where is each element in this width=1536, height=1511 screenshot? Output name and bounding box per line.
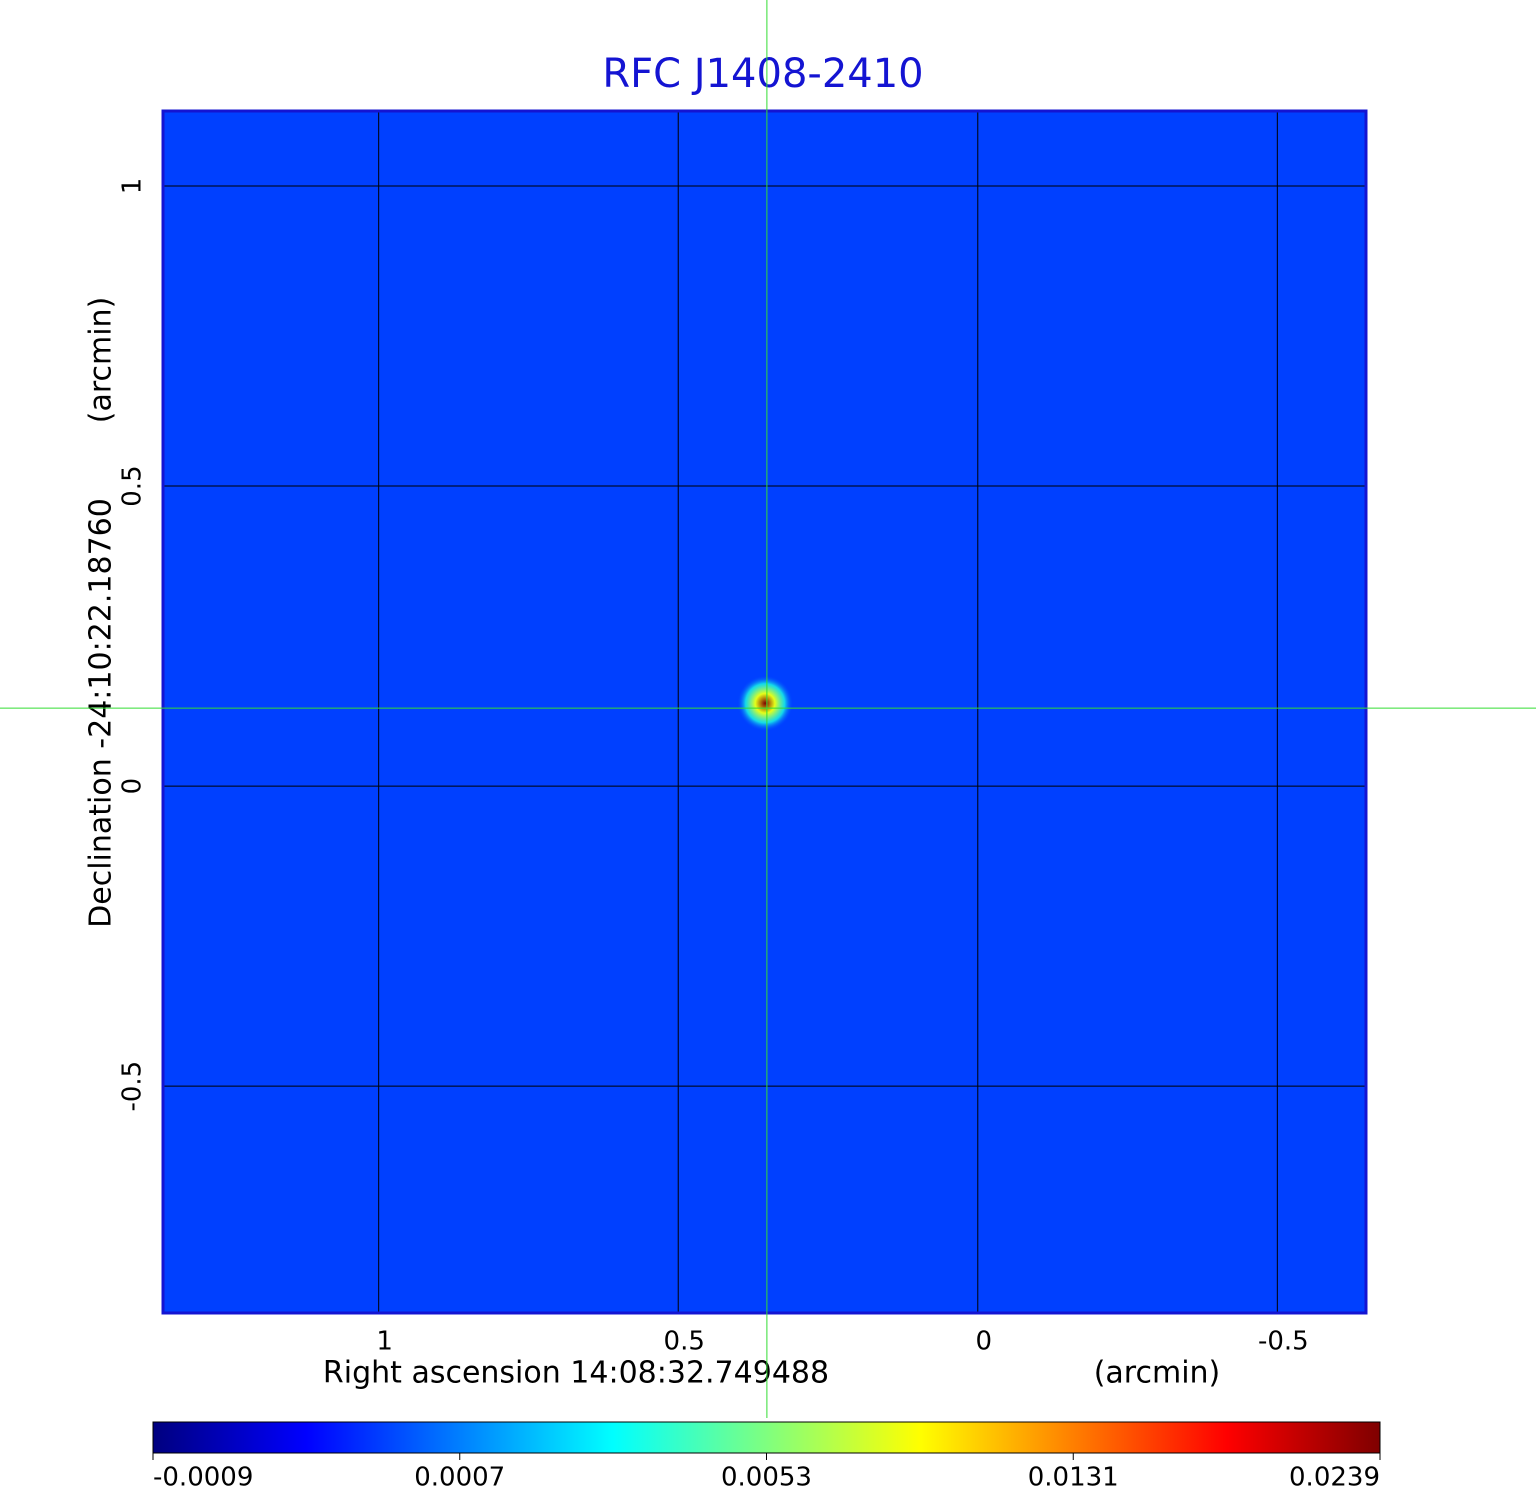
y-tick-label: 1 [118,178,148,195]
plot-frame [161,109,1368,1315]
y-axis-label: Declination -24:10:22.18760 [84,498,119,928]
colorbar-tick-label: 0.0007 [414,1463,505,1493]
colorbar [152,1421,1381,1454]
y-tick-label: 0 [118,778,148,795]
x-tick-label: 1 [376,1327,393,1357]
y-tick-label: -0.5 [118,1061,148,1112]
x-tick-label: 0.5 [664,1327,705,1357]
x-axis-label: Right ascension 14:08:32.749488 [323,1356,829,1391]
y-tick-label: 0.5 [118,465,148,506]
x-tick-label: 0 [976,1327,993,1357]
x-axis-unit: (arcmin) [1094,1356,1221,1391]
colorbar-tick-label: 0.0239 [1289,1463,1380,1493]
colorbar-tick-label: 0.0131 [1028,1463,1119,1493]
x-tick-label: -0.5 [1258,1327,1309,1357]
y-axis-unit: (arcmin) [84,297,119,424]
colorbar-tick-label: 0.0053 [721,1463,812,1493]
source [737,675,794,732]
colorbar-tick-label: -0.0009 [153,1463,253,1493]
chart-title: RFC J1408-2410 [602,51,923,97]
